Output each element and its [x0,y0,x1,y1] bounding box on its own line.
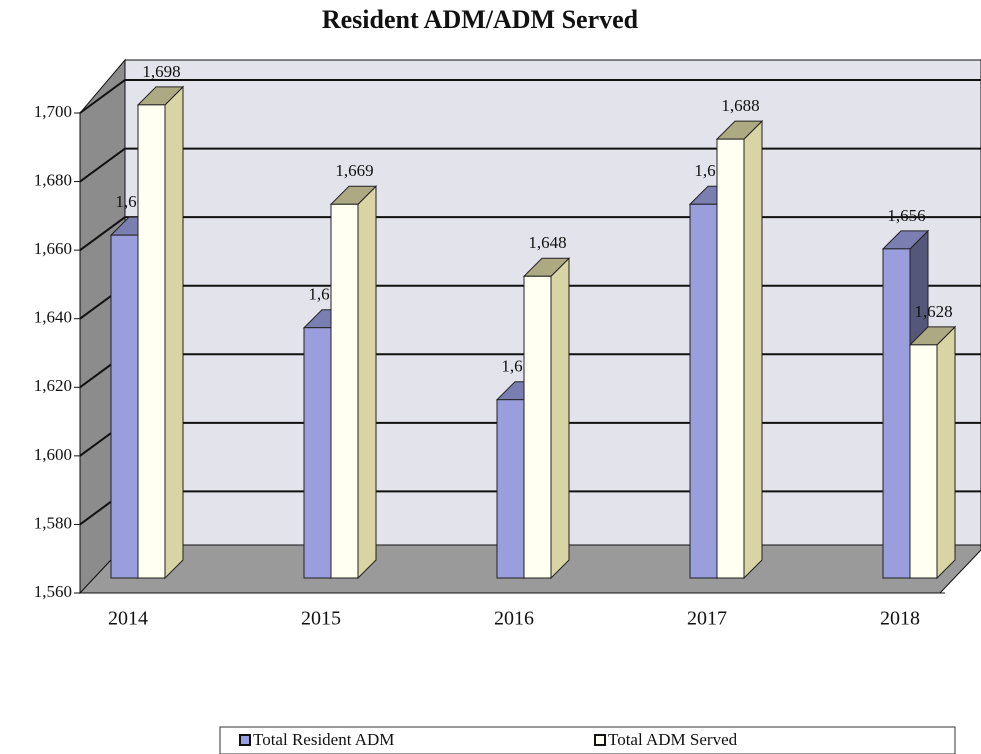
bar [716,138,745,579]
data-label: 1,656 [887,206,925,225]
x-tick-label: 2018 [880,608,920,630]
data-label: 1,669 [335,161,373,180]
bar [909,344,938,579]
data-label: 1,628 [914,302,952,321]
bar [330,203,359,579]
y-tick-label: 1,660 [34,239,72,258]
legend-label: Total Resident ADM [253,730,394,749]
data-label: 1,688 [721,96,759,115]
y-tick-label: 1,560 [34,582,72,601]
chart-title: Resident ADM/ADM Served [322,5,639,34]
legend-swatch [239,734,251,746]
legend-label: Total ADM Served [608,730,738,749]
bar [496,399,525,579]
x-tick-label: 2017 [687,608,727,630]
y-tick-label: 1,640 [34,308,72,327]
y-tick-label: 1,620 [34,376,72,395]
x-tick-label: 2015 [301,608,341,630]
bar [137,104,166,579]
legend [219,726,956,754]
bar-side [164,85,184,580]
bar-side [550,257,570,580]
data-label: 1,648 [528,233,566,252]
y-tick-label: 1,700 [34,102,72,121]
bar [882,248,911,579]
bar [303,327,332,579]
bar [689,203,718,579]
bar [523,275,552,579]
y-tick-label: 1,680 [34,170,72,189]
data-label: 1,698 [142,62,180,81]
x-tick-label: 2016 [494,608,534,630]
x-tick-label: 2014 [108,608,148,630]
bar-side [936,325,956,580]
grid-line [79,79,981,114]
bar-side [743,119,763,580]
bar [110,234,139,579]
y-tick-label: 1,580 [34,513,72,532]
legend-swatch [594,734,606,746]
bar-side [357,185,377,580]
grid-line [79,147,981,183]
y-tick-label: 1,600 [34,445,72,464]
